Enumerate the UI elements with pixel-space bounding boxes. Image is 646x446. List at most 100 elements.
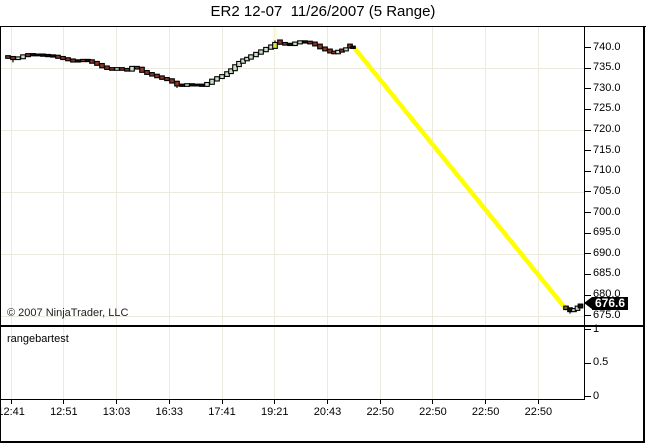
candle[interactable] — [55, 54, 61, 59]
candle[interactable] — [169, 78, 175, 84]
candle[interactable] — [322, 46, 328, 52]
candle[interactable] — [292, 41, 298, 47]
price-tick-label: 700.0 — [593, 205, 621, 218]
price-tick-label: 735.0 — [593, 61, 621, 74]
candle[interactable] — [174, 80, 180, 88]
vertical-gridline — [274, 327, 276, 399]
price-tick — [585, 212, 591, 214]
candle[interactable] — [312, 41, 318, 47]
candle[interactable] — [272, 40, 278, 49]
vertical-gridline — [274, 27, 276, 325]
time-tick — [485, 400, 487, 404]
highlight-glow — [272, 28, 278, 41]
candle[interactable] — [154, 73, 160, 79]
price-tick — [585, 253, 591, 255]
candle[interactable] — [179, 83, 185, 87]
candle[interactable] — [263, 46, 269, 53]
candle[interactable] — [297, 40, 303, 45]
candle[interactable] — [75, 59, 81, 63]
time-tick — [10, 400, 12, 404]
candle[interactable] — [232, 64, 238, 72]
candle[interactable] — [134, 65, 140, 70]
time-axis[interactable] — [1, 399, 585, 400]
candle[interactable] — [343, 47, 349, 52]
price-tick-label: 720.0 — [593, 123, 621, 136]
candle[interactable] — [277, 39, 283, 45]
price-tick-label: 685.0 — [593, 267, 621, 280]
candle[interactable] — [317, 43, 323, 50]
time-tick — [274, 400, 276, 404]
trendline[interactable] — [351, 45, 568, 311]
price-tick — [585, 129, 591, 131]
candle[interactable] — [114, 67, 120, 71]
time-tick-label: 22:50 — [366, 406, 394, 418]
indicator-tick — [585, 329, 591, 331]
candle[interactable] — [30, 53, 36, 57]
vertical-gridline — [221, 327, 223, 399]
candle[interactable] — [40, 53, 46, 57]
candle[interactable] — [129, 65, 135, 72]
candle[interactable] — [80, 58, 86, 63]
price-tick — [585, 273, 591, 275]
candle[interactable] — [20, 54, 26, 60]
candle[interactable] — [287, 42, 293, 47]
candle[interactable] — [189, 83, 195, 87]
candle[interactable] — [307, 40, 313, 45]
time-tick — [221, 400, 223, 404]
candle[interactable] — [60, 55, 66, 61]
time-tick-label: 16:33 — [155, 406, 184, 418]
candle[interactable] — [164, 76, 170, 82]
price-tick-label: 695.0 — [593, 226, 621, 239]
price-axis[interactable] — [584, 27, 585, 400]
candle[interactable] — [70, 58, 76, 63]
candle[interactable] — [184, 83, 190, 87]
candle[interactable] — [577, 303, 584, 309]
candle[interactable] — [5, 55, 11, 59]
price-tick — [585, 191, 591, 193]
candle[interactable] — [194, 83, 200, 87]
panel-separator[interactable] — [1, 325, 643, 327]
vertical-gridline — [432, 27, 434, 325]
candle[interactable] — [124, 67, 130, 72]
price-tick-label: 675.0 — [593, 308, 621, 321]
indicator-tick-label: 1 — [593, 322, 600, 335]
candle[interactable] — [144, 69, 150, 75]
candle[interactable] — [204, 81, 210, 87]
candle[interactable] — [159, 75, 165, 80]
candle[interactable] — [15, 56, 21, 61]
candle[interactable] — [119, 67, 125, 71]
horizontal-gridline — [1, 191, 584, 193]
candle[interactable] — [50, 54, 56, 58]
candle[interactable] — [214, 76, 220, 82]
last-price-marker: 676.6 — [592, 297, 628, 310]
candle[interactable] — [258, 49, 264, 55]
candle[interactable] — [199, 83, 205, 87]
candle[interactable] — [149, 72, 155, 77]
candle[interactable] — [209, 78, 215, 85]
candle[interactable] — [302, 40, 308, 44]
candle[interactable] — [45, 53, 51, 58]
candle[interactable] — [25, 53, 31, 58]
candle[interactable] — [219, 74, 225, 80]
candle[interactable] — [139, 66, 145, 73]
candle[interactable] — [10, 55, 16, 63]
candle[interactable] — [350, 45, 356, 49]
candle[interactable] — [282, 41, 288, 46]
price-tick-label: 710.0 — [593, 164, 621, 177]
price-tick-label: 725.0 — [593, 102, 621, 115]
candle[interactable] — [236, 60, 242, 68]
candle[interactable] — [99, 62, 105, 69]
candle[interactable] — [109, 67, 115, 71]
vertical-gridline — [116, 327, 118, 399]
frame-border-bottom — [0, 441, 645, 443]
vertical-gridline — [485, 27, 487, 325]
candle[interactable] — [253, 51, 259, 58]
candle[interactable] — [35, 53, 41, 57]
candle[interactable] — [89, 59, 95, 64]
candle[interactable] — [248, 54, 254, 60]
vertical-gridline — [485, 327, 487, 399]
candle[interactable] — [94, 60, 100, 66]
candle[interactable] — [104, 65, 110, 70]
candle[interactable] — [65, 57, 71, 62]
